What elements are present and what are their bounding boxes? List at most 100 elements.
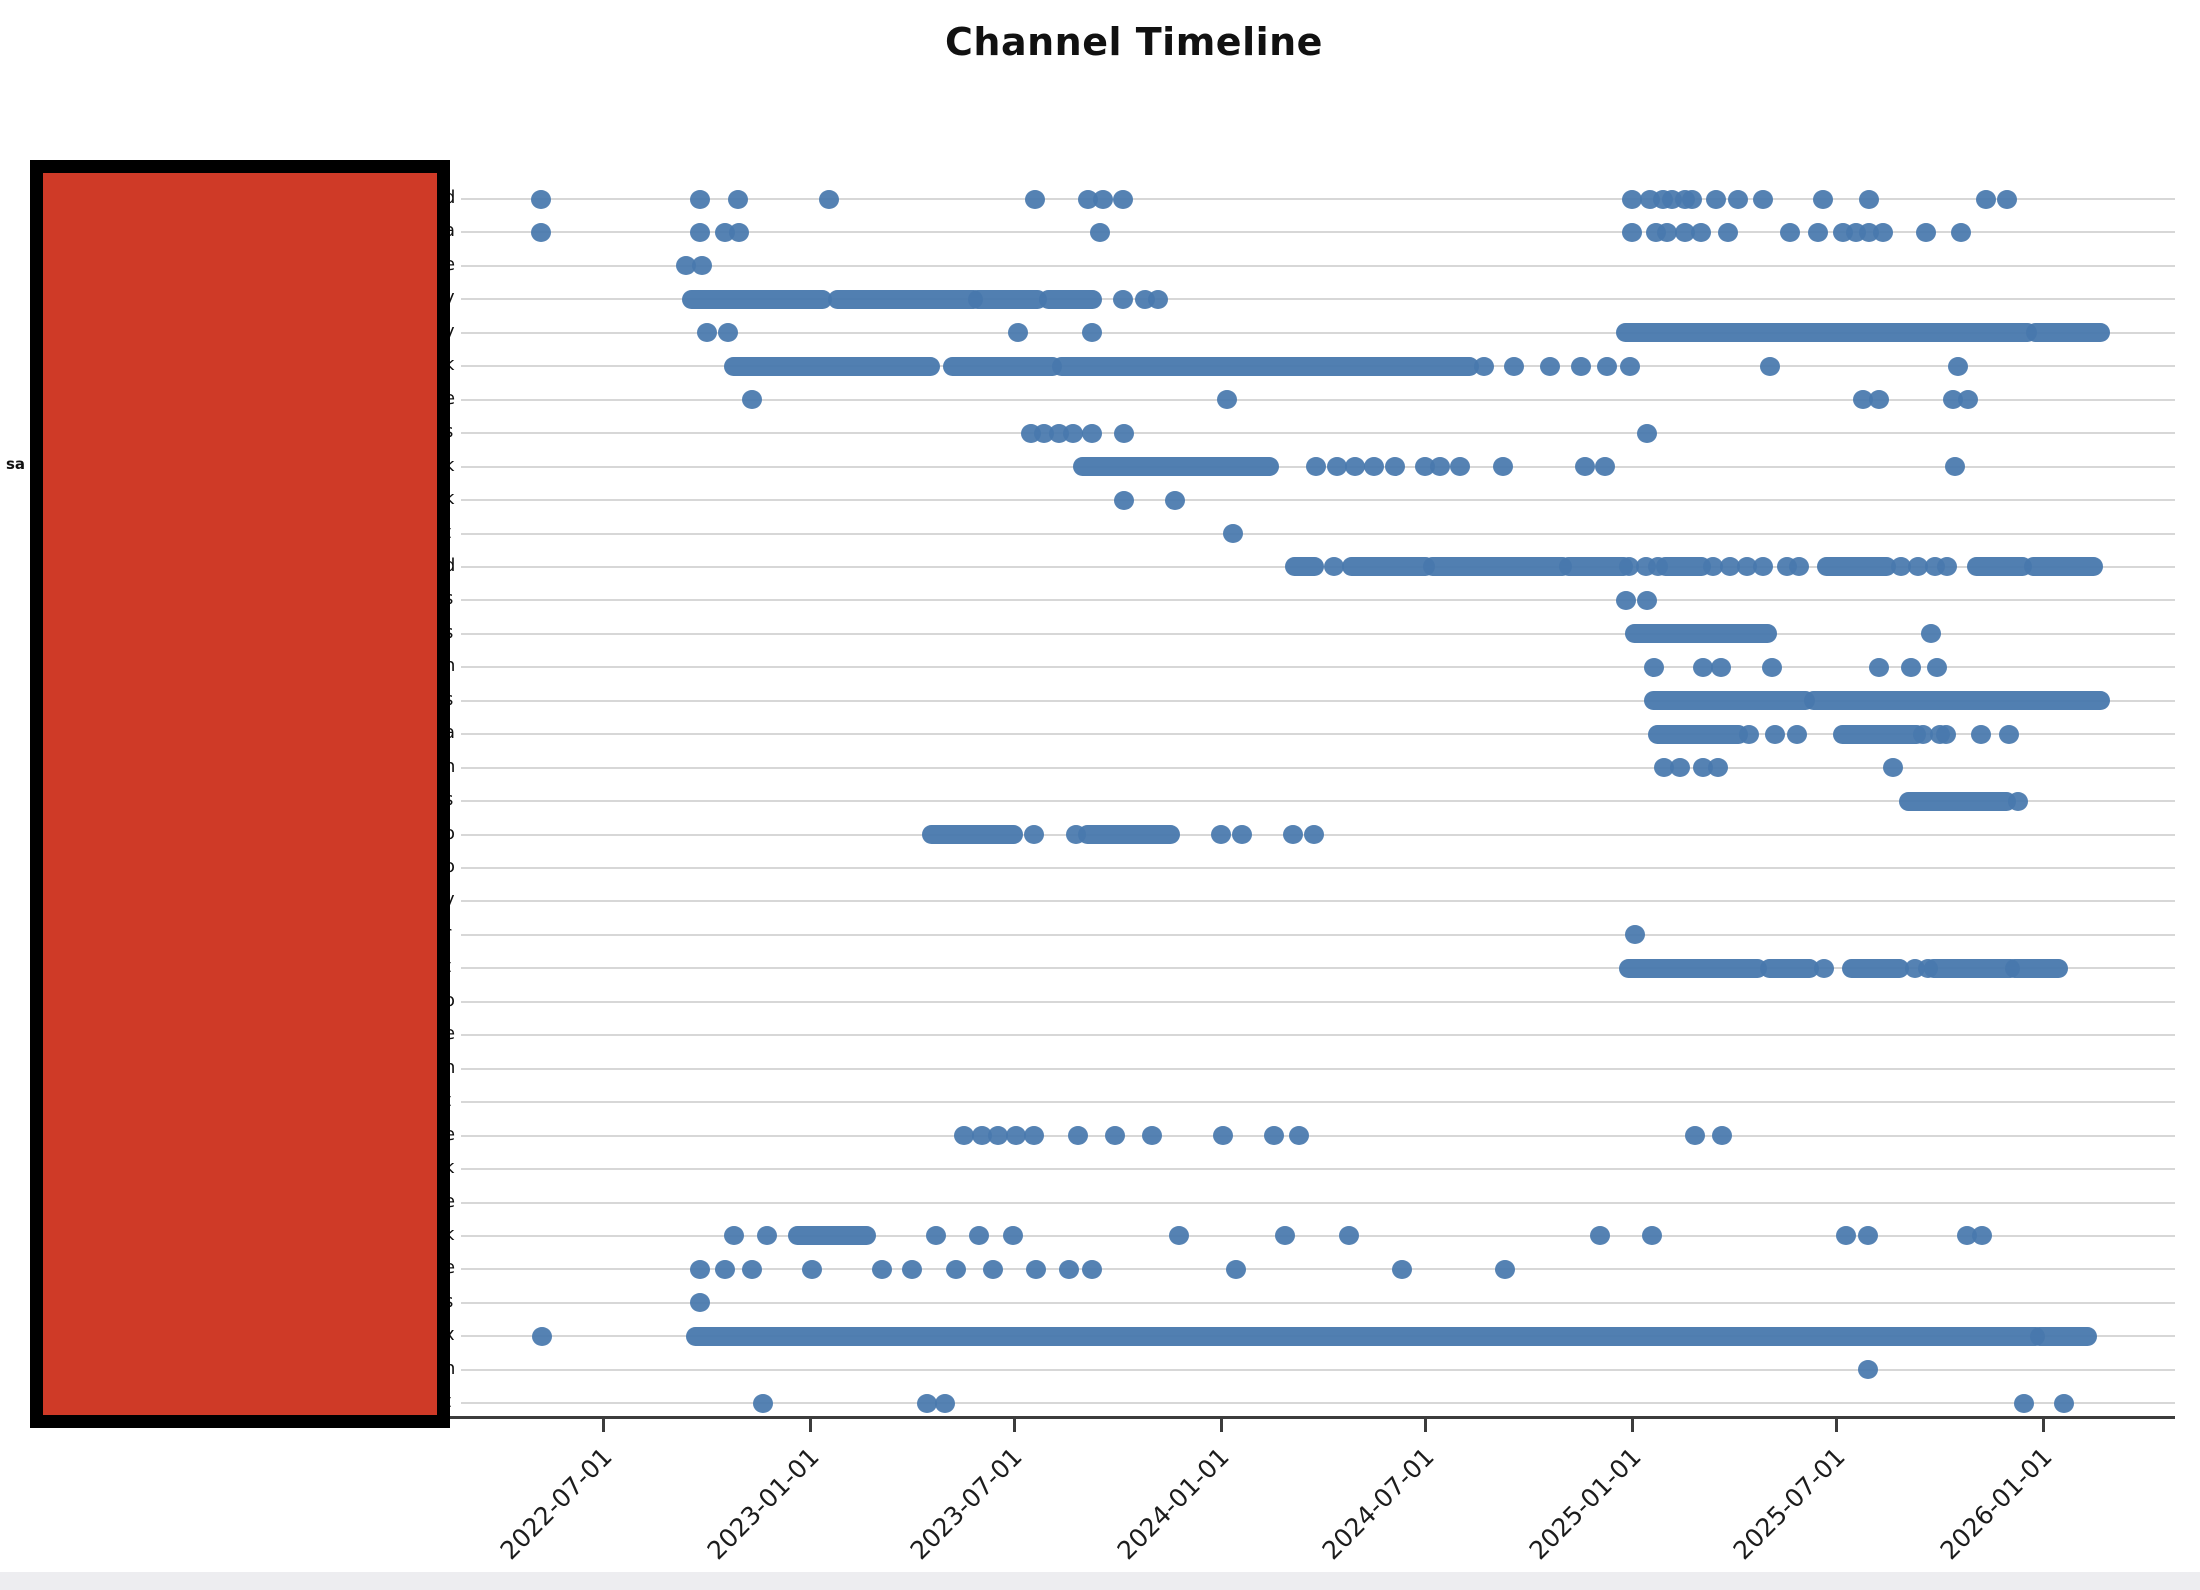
activity-bar (787, 1226, 877, 1246)
activity-dot (1274, 1226, 1295, 1246)
x-tick-label: 2025-07-01 (1727, 1442, 1851, 1566)
activity-bar (1817, 557, 1896, 577)
activity-bar (1559, 557, 1634, 577)
activity-dot (1972, 1226, 1993, 1246)
row-gridline (461, 900, 2175, 903)
activity-dot (1226, 1259, 1247, 1279)
activity-dot (1812, 189, 1833, 209)
row-gridline (461, 933, 2175, 936)
activity-bar (1643, 691, 1815, 711)
x-tick-mark (602, 1419, 605, 1432)
x-tick-label: 2026-01-01 (1934, 1442, 2058, 1566)
row-gridline (461, 1067, 2175, 1070)
activity-dot (1282, 825, 1303, 845)
activity-bar (1342, 557, 1436, 577)
activity-bar (2026, 323, 2111, 343)
row-gridline (461, 733, 2175, 736)
activity-dot (531, 189, 552, 209)
row-gridline (461, 1368, 2175, 1371)
activity-dot (689, 1293, 710, 1313)
activity-dot (1720, 557, 1741, 577)
activity-dot (1495, 1259, 1516, 1279)
activity-dot (1622, 222, 1643, 242)
activity-dot (676, 256, 697, 276)
activity-dot (1857, 1226, 1878, 1246)
activity-dot (1112, 189, 1133, 209)
activity-dot (1212, 1126, 1233, 1146)
activity-dot (1883, 758, 1904, 778)
activity-bar (2004, 958, 2068, 978)
activity-dot (1648, 557, 1669, 577)
row-gridline (461, 1301, 2175, 1304)
activity-dot (1669, 758, 1690, 778)
activity-dot (1737, 557, 1758, 577)
row-gridline (461, 867, 2175, 869)
activity-dot (1324, 557, 1345, 577)
activity-dot (819, 189, 840, 209)
activity-dot (1620, 356, 1641, 376)
redaction-overlay (30, 160, 450, 1428)
activity-dot (1363, 457, 1384, 477)
activity-dot (1971, 724, 1992, 744)
row-gridline (461, 1000, 2175, 1003)
activity-dot (1937, 557, 1958, 577)
activity-dot (1570, 356, 1591, 376)
activity-dot (1504, 356, 1525, 376)
activity-dot (1113, 490, 1134, 510)
activity-bar (723, 356, 941, 376)
activity-dot (723, 1226, 744, 1246)
activity-dot (902, 1259, 923, 1279)
activity-dot (1113, 423, 1134, 443)
activity-dot (1788, 557, 1809, 577)
activity-dot (1575, 457, 1596, 477)
row-gridline (461, 1201, 2175, 1204)
activity-bar (681, 289, 833, 309)
activity-dot (1026, 1259, 1047, 1279)
activity-dot (1306, 457, 1327, 477)
activity-dot (1090, 222, 1111, 242)
activity-dot (972, 1126, 993, 1146)
chart-title: Channel Timeline (945, 20, 1323, 64)
activity-dot (1752, 189, 1773, 209)
activity-dot (1065, 825, 1086, 845)
row-gridline (461, 699, 2175, 702)
activity-dot (1759, 356, 1780, 376)
activity-dot (1873, 222, 1894, 242)
activity-dot (1853, 390, 1873, 410)
activity-bar (1284, 557, 1324, 577)
activity-dot (1858, 189, 1879, 209)
activity-dot (1685, 1126, 1706, 1146)
activity-dot (1779, 222, 1800, 242)
activity-dot (1739, 724, 1760, 744)
x-tick-mark (1835, 1419, 1838, 1432)
row-gridline (461, 666, 2175, 669)
activity-dot (1112, 289, 1133, 309)
activity-dot (1653, 758, 1674, 778)
activity-dot (1622, 189, 1643, 209)
activity-dot (1385, 457, 1405, 477)
activity-dot (1058, 1259, 1079, 1279)
activity-dot (1691, 222, 1711, 242)
activity-bar (942, 356, 1062, 376)
activity-dot (728, 189, 748, 209)
activity-dot (1945, 457, 1966, 477)
activity-dot (1304, 825, 1324, 845)
activity-dot (2054, 1393, 2075, 1413)
activity-dot (2008, 791, 2029, 811)
activity-dot (1025, 189, 1045, 209)
activity-dot (1641, 1226, 1662, 1246)
activity-bar (921, 825, 1023, 845)
activity-dot (717, 323, 738, 343)
activity-dot (1637, 590, 1657, 610)
activity-bar (1832, 724, 1926, 744)
activity-dot (1920, 624, 1941, 644)
activity-dot (1263, 1126, 1284, 1146)
activity-dot (1718, 222, 1738, 242)
activity-dot (714, 1259, 735, 1279)
activity-dot (1232, 825, 1252, 845)
activity-dot (1707, 758, 1728, 778)
row-gridline (461, 1134, 2175, 1137)
activity-dot (1023, 1126, 1044, 1146)
activity-dot (1077, 189, 1098, 209)
